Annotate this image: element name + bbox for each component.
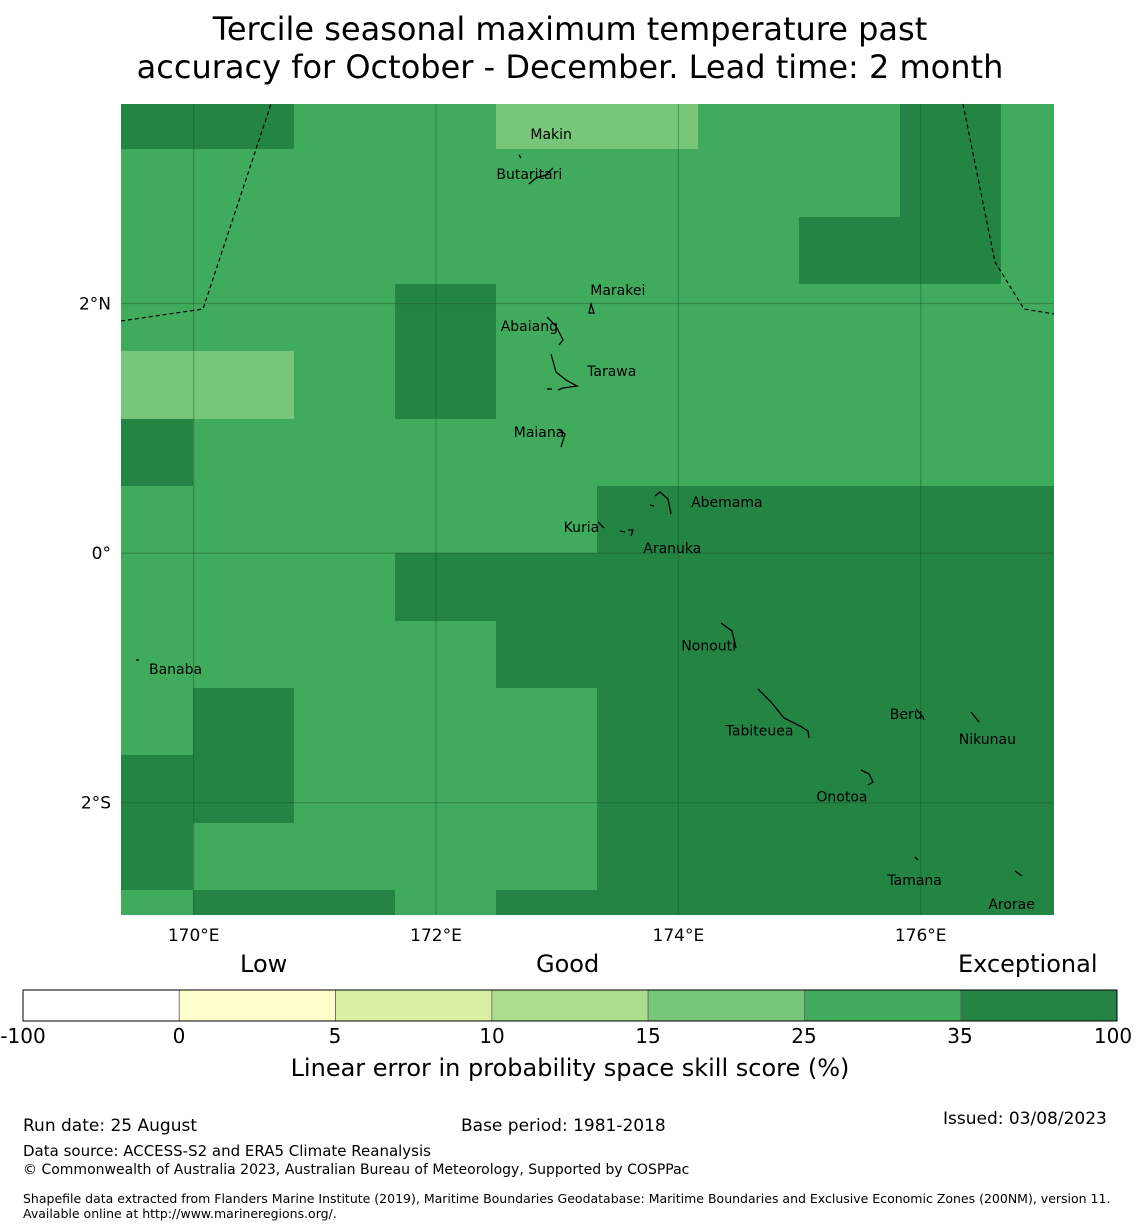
place-label: Nikunau bbox=[959, 732, 1016, 748]
colorbar-tick: -100 bbox=[0, 1024, 46, 1048]
colorbar-tick: 35 bbox=[947, 1024, 973, 1048]
place-label: Banaba bbox=[149, 662, 202, 678]
colorbar-tick: 10 bbox=[479, 1024, 505, 1048]
colorbar-segment bbox=[335, 989, 493, 1022]
copyright: © Commonwealth of Australia 2023, Austra… bbox=[23, 1162, 690, 1178]
grid-cell-exceptional bbox=[395, 553, 597, 621]
colorbar-tick: 0 bbox=[172, 1024, 186, 1048]
place-label: Maiana bbox=[514, 425, 565, 441]
colorbar-category-low: Low bbox=[240, 950, 288, 978]
grid-cell-exceptional bbox=[121, 755, 193, 890]
place-label: Nonouti bbox=[681, 638, 736, 654]
island-makin bbox=[528, 167, 554, 185]
grid-cell-exceptional bbox=[900, 104, 1001, 284]
place-label: Butaritari bbox=[496, 167, 562, 183]
place-label: Marakei bbox=[590, 283, 645, 299]
map-title: Tercile seasonal maximum temperature pas… bbox=[0, 10, 1140, 86]
colorbar-tick: 5 bbox=[328, 1024, 342, 1048]
colorbar bbox=[22, 989, 1118, 1022]
maritime-boundary-east bbox=[962, 103, 1055, 315]
colorbar-tick: 25 bbox=[791, 1024, 817, 1048]
island-abemama-west bbox=[649, 504, 655, 507]
island-onotoa bbox=[860, 769, 874, 786]
grid-cell-exceptional bbox=[597, 486, 1054, 915]
island-kuria bbox=[597, 521, 605, 529]
colorbar-segment bbox=[178, 989, 336, 1022]
colorbar-label: Linear error in probability space skill … bbox=[290, 1054, 850, 1082]
grid-cell-exceptional bbox=[193, 890, 395, 915]
place-label: Abaiang bbox=[501, 319, 558, 335]
axis-labels: 170°E 172°E 174°E 176°E 2°N 0° 2°S bbox=[79, 295, 947, 946]
place-label: Makin bbox=[530, 127, 572, 143]
place-label: Arorae bbox=[988, 897, 1035, 913]
lon-tick-label: 170°E bbox=[168, 926, 220, 946]
skill-grid bbox=[121, 104, 1054, 915]
place-label: Beru bbox=[890, 707, 923, 723]
lat-tick-label: 2°N bbox=[79, 295, 111, 315]
place-labels: Makin Butaritari Marakei Abaiang Tarawa Maian… bbox=[149, 127, 1035, 913]
title-line-1: Tercile seasonal maximum temperature pas… bbox=[212, 10, 928, 48]
grid-cell-exceptional bbox=[121, 104, 294, 149]
maritime-boundary-west bbox=[120, 103, 272, 322]
grid-cell-exceptional bbox=[121, 419, 193, 486]
lon-tick-label: 174°E bbox=[653, 926, 705, 946]
grid-cell-exceptional bbox=[799, 217, 901, 284]
island-abaiang bbox=[546, 316, 564, 346]
grid-cell-exceptional bbox=[395, 284, 496, 419]
island-nonouti bbox=[720, 622, 737, 649]
colorbar-segment bbox=[22, 989, 180, 1022]
grid-cell-good-low bbox=[496, 104, 698, 149]
colorbar-segment bbox=[960, 989, 1118, 1022]
island-butaritari bbox=[518, 154, 522, 159]
grid-cell-exceptional bbox=[193, 688, 294, 823]
island-maiana bbox=[557, 428, 566, 448]
island-abemama bbox=[654, 491, 672, 515]
title-line-2: accuracy for October - December. Lead ti… bbox=[136, 48, 1004, 86]
island-tamana bbox=[914, 856, 919, 861]
island-nikunau bbox=[970, 711, 980, 723]
issued-date: Issued: 03/08/2023 bbox=[943, 1109, 1107, 1129]
grid-cell-good-low bbox=[121, 351, 294, 419]
place-label: Tarawa bbox=[586, 364, 636, 380]
colorbar-segment bbox=[647, 989, 805, 1022]
shapefile-credit: Shapefile data extracted from Flanders M… bbox=[23, 1191, 1111, 1221]
grid-cell-exceptional bbox=[496, 621, 597, 688]
place-label: Abemama bbox=[691, 495, 763, 511]
colorbar-tick: 15 bbox=[635, 1024, 661, 1048]
base-period: Base period: 1981-2018 bbox=[461, 1116, 666, 1136]
colorbar-category-exceptional: Exceptional bbox=[958, 950, 1098, 978]
colorbar-tick: 100 bbox=[1093, 1024, 1133, 1048]
grid-cell-exceptional bbox=[496, 890, 597, 915]
lat-tick-label: 2°S bbox=[81, 794, 111, 814]
island-marakei bbox=[588, 301, 595, 314]
island-outlines bbox=[136, 154, 1023, 877]
colorbar-segment bbox=[804, 989, 962, 1022]
colorbar-frame bbox=[22, 989, 1118, 1022]
run-date: Run date: 25 August bbox=[23, 1116, 197, 1136]
island-tarawa bbox=[550, 353, 580, 391]
maritime-boundaries bbox=[120, 103, 1055, 322]
island-beru bbox=[915, 708, 925, 721]
colorbar-segment bbox=[491, 989, 649, 1022]
place-label: Tamana bbox=[886, 873, 941, 889]
graticule bbox=[121, 104, 1054, 915]
island-tabiteuea bbox=[757, 688, 810, 739]
colorbar-category-good: Good bbox=[536, 950, 600, 978]
place-label: Tabiteuea bbox=[725, 723, 794, 739]
lat-tick-label: 0° bbox=[92, 544, 111, 564]
island-aranuka bbox=[619, 529, 634, 537]
lon-tick-label: 172°E bbox=[410, 926, 462, 946]
place-label: Kuria bbox=[564, 520, 600, 536]
place-label: Aranuka bbox=[643, 541, 701, 557]
data-source: Data source: ACCESS-S2 and ERA5 Climate … bbox=[23, 1142, 431, 1160]
island-arorae bbox=[1014, 870, 1023, 877]
lon-tick-label: 176°E bbox=[895, 926, 947, 946]
place-label: Onotoa bbox=[816, 789, 867, 805]
